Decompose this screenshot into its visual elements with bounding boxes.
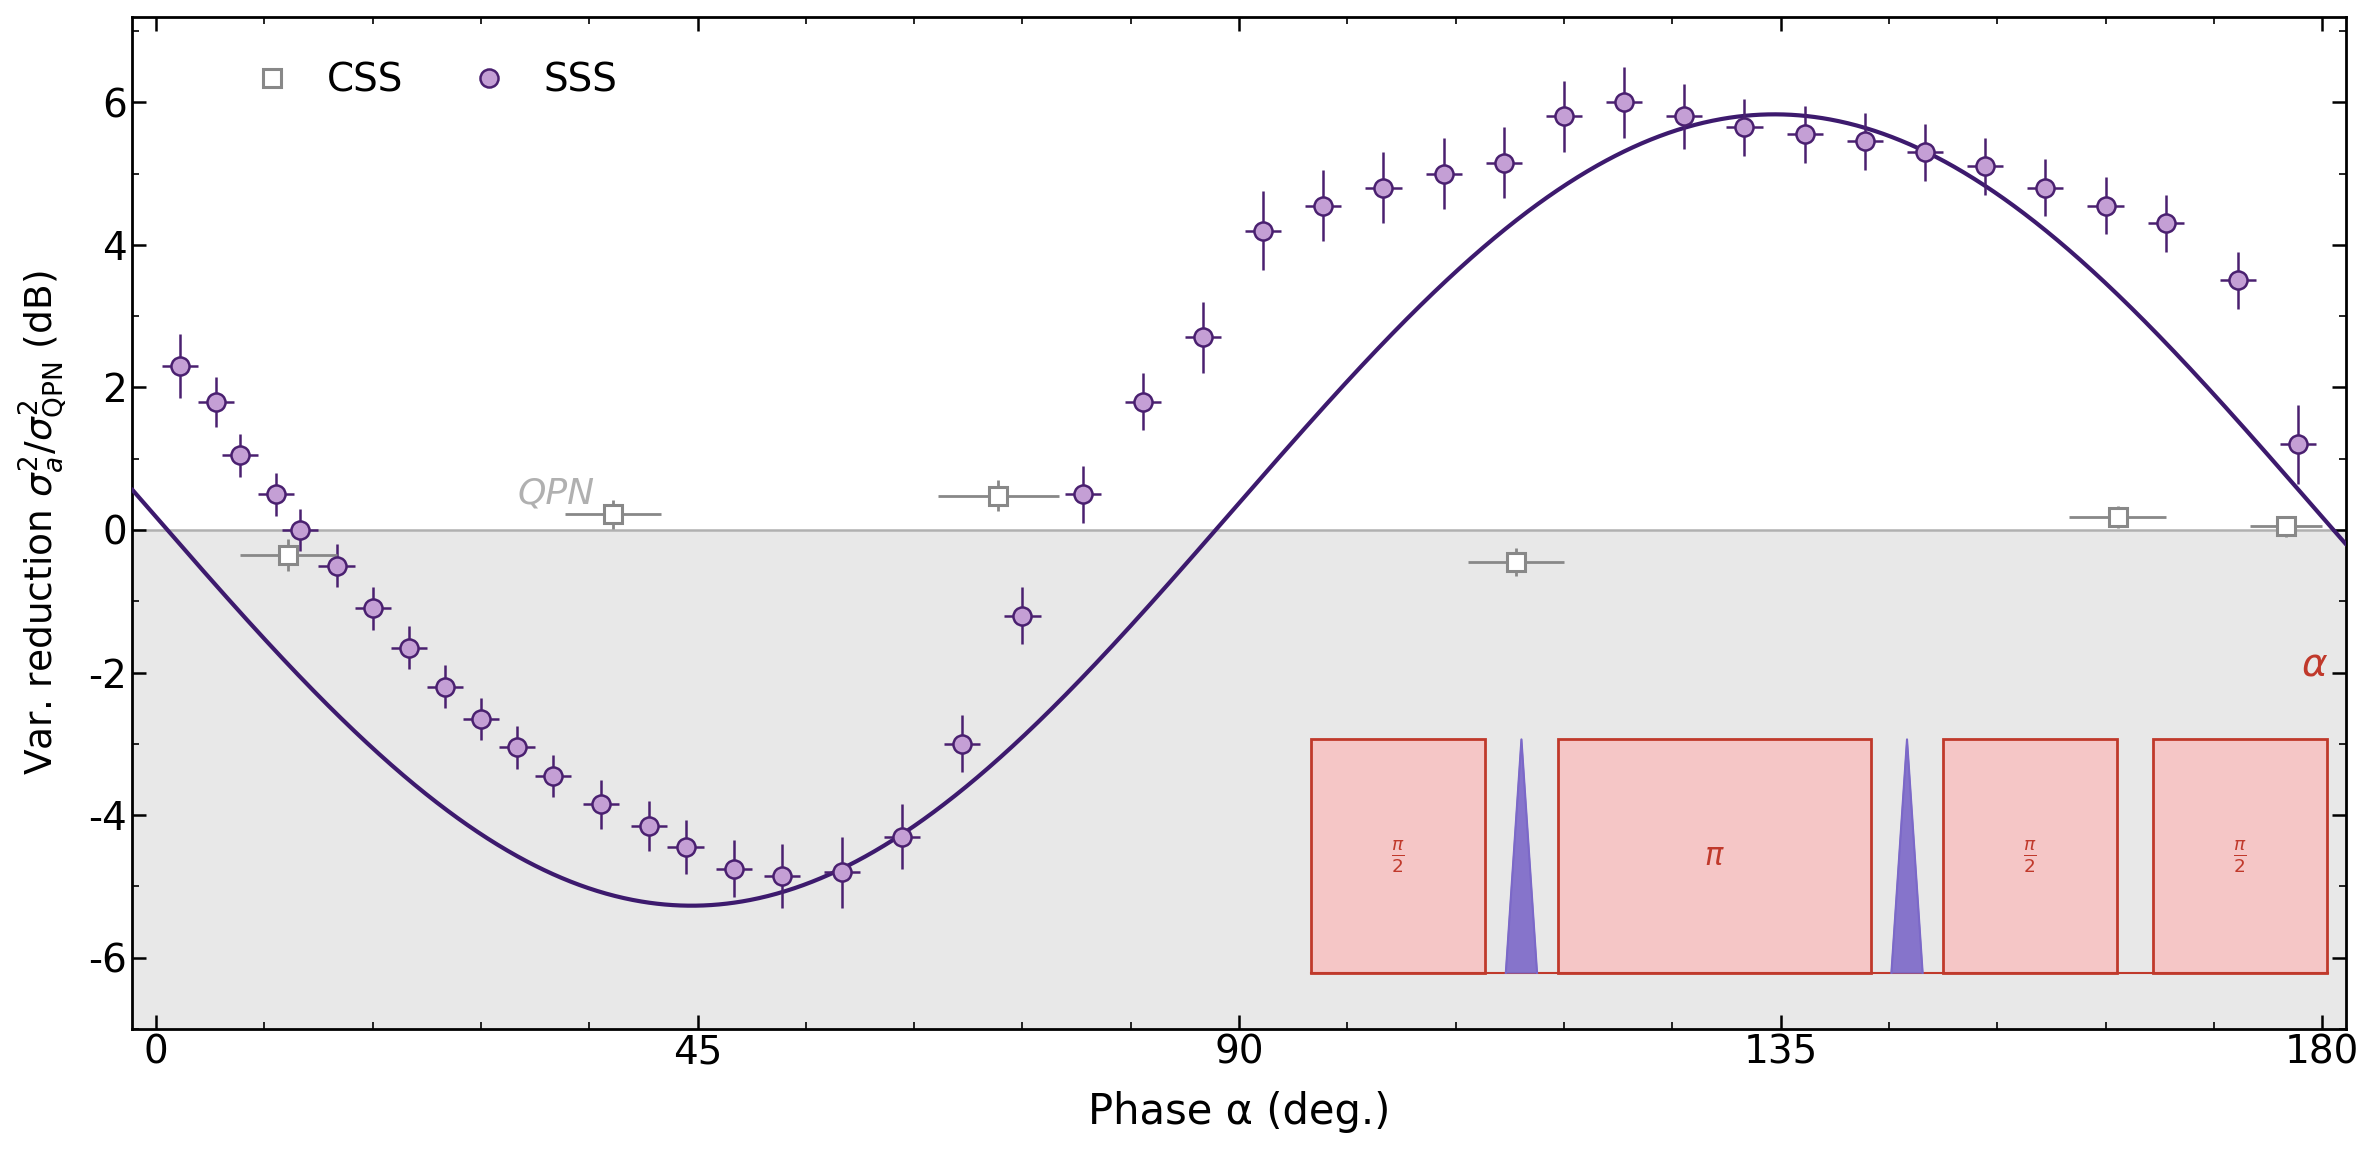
Bar: [131, 16, 2347, 530]
Text: QPN: QPN: [516, 476, 595, 509]
Bar: [1944, 739, 2118, 973]
Bar: [2154, 739, 2328, 973]
Text: $\pi$: $\pi$: [1704, 842, 1726, 871]
X-axis label: Phase α (deg.): Phase α (deg.): [1088, 1091, 1390, 1134]
Text: $\frac{\pi}{2}$: $\frac{\pi}{2}$: [2023, 837, 2037, 874]
Text: $\frac{\pi}{2}$: $\frac{\pi}{2}$: [2232, 837, 2247, 874]
Polygon shape: [1892, 739, 1923, 973]
Bar: [131, 530, 2347, 1029]
Text: $\frac{\pi}{2}$: $\frac{\pi}{2}$: [1392, 837, 1404, 874]
Bar: [1311, 739, 1485, 973]
Text: $\alpha$: $\alpha$: [2301, 645, 2328, 683]
Bar: [1559, 739, 1871, 973]
Polygon shape: [1507, 739, 1537, 973]
Legend: CSS, SSS: CSS, SSS: [219, 46, 633, 115]
Y-axis label: Var. reduction $\sigma^2_a/\sigma^2_\mathrm{QPN}$ (dB): Var. reduction $\sigma^2_a/\sigma^2_\mat…: [17, 270, 69, 775]
